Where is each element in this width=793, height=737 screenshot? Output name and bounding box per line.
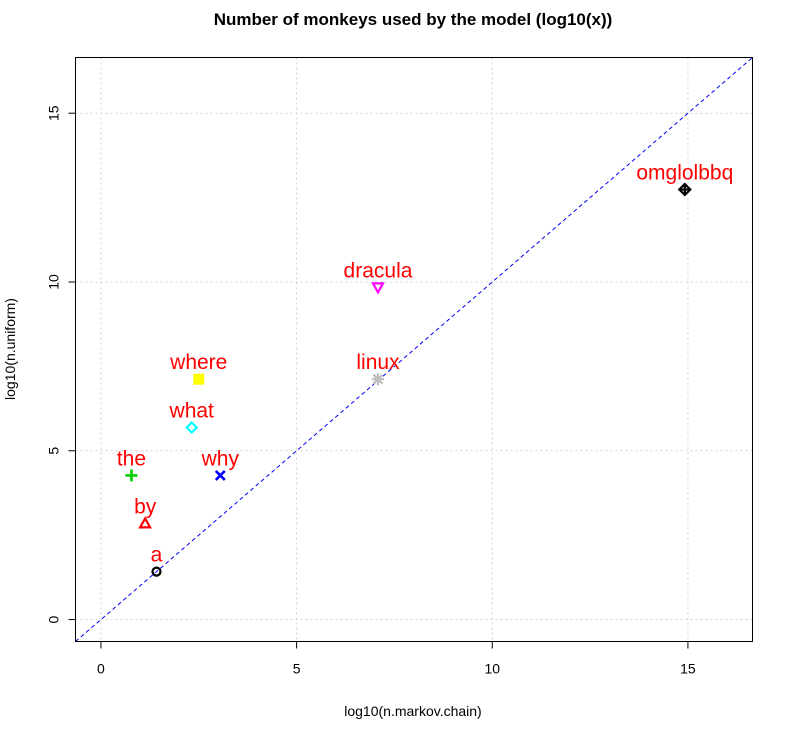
point-label-a: a xyxy=(151,544,163,567)
point-label-linux: linux xyxy=(356,351,400,374)
point-where xyxy=(193,373,205,385)
grid xyxy=(75,57,753,642)
point-label-the: the xyxy=(117,447,146,470)
point-label-why: why xyxy=(201,447,240,470)
y-tick-label-5: 5 xyxy=(46,447,62,455)
reference-line-group xyxy=(75,57,753,642)
point-label-dracula: dracula xyxy=(344,259,413,282)
point-linux xyxy=(371,373,384,386)
point-dracula xyxy=(371,282,385,295)
point-labels: a by the why what where linux dracula omglolbbq xyxy=(117,161,733,566)
x-axis: 0 5 10 15 xyxy=(97,641,696,677)
cross-marker-b xyxy=(214,469,226,481)
y-tick-label-10: 10 xyxy=(46,274,62,290)
x-axis-label: log10(n.markov.chain) xyxy=(344,703,481,719)
point-a xyxy=(151,566,162,577)
point-label-where: where xyxy=(169,351,227,374)
asterisk-d2 xyxy=(372,373,384,385)
triangle-up-marker xyxy=(138,516,153,529)
x-tick-label-5: 5 xyxy=(293,661,301,677)
x-tick-label-0: 0 xyxy=(97,661,105,677)
reference-line xyxy=(75,57,753,642)
plot-frame xyxy=(75,57,753,642)
point-label-what: what xyxy=(169,399,215,422)
y-axis: 0 5 10 15 xyxy=(46,105,76,623)
x-tick-label-15: 15 xyxy=(680,661,696,677)
point-why xyxy=(214,469,226,481)
point-what xyxy=(185,420,199,435)
data-points xyxy=(125,182,692,577)
y-tick-label-15: 15 xyxy=(46,105,62,121)
chart-title: Number of monkeys used by the model (log… xyxy=(214,10,613,29)
diamond-marker xyxy=(185,420,199,435)
y-tick-label-0: 0 xyxy=(46,615,62,623)
square-marker xyxy=(193,373,205,385)
point-the xyxy=(125,469,138,482)
circle-marker xyxy=(151,566,162,577)
point-by xyxy=(138,516,153,529)
point-label-by: by xyxy=(134,495,157,518)
point-omglolbbq xyxy=(677,182,692,197)
point-label-omglolbbq: omglolbbq xyxy=(636,161,733,184)
x-tick-label-10: 10 xyxy=(484,661,500,677)
y-axis-label: log10(n.uniform) xyxy=(2,298,18,400)
triangle-down-marker xyxy=(371,282,385,295)
